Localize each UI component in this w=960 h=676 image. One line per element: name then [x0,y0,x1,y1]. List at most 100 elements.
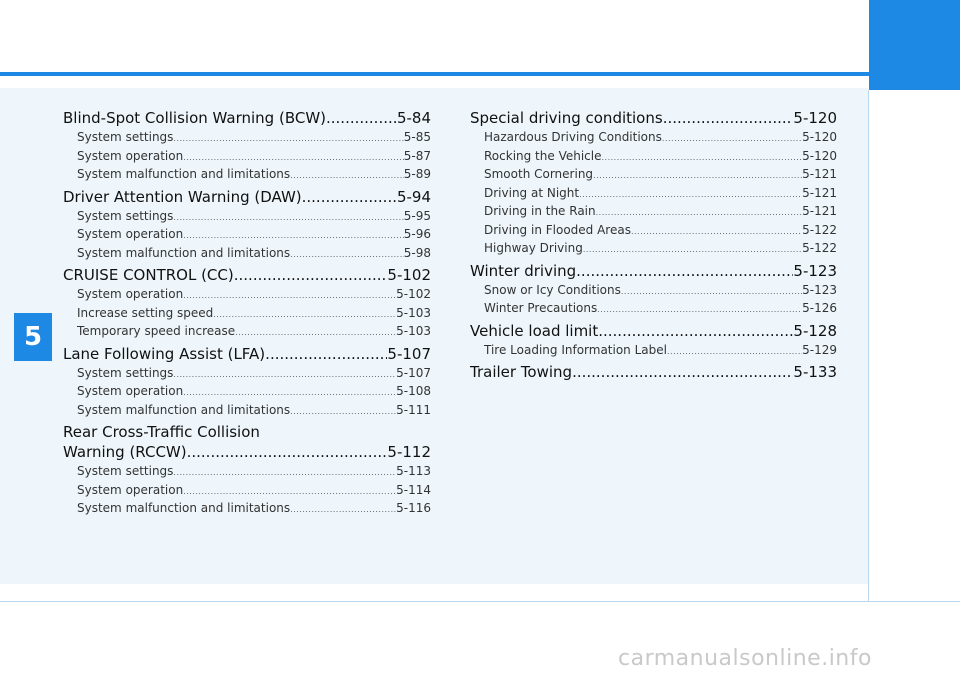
toc-right-column: Special driving conditions5-120Hazardous… [470,108,837,382]
toc-entry[interactable]: System operation 5-87 [63,148,431,167]
dot-leader [593,166,802,185]
entry-page-number: 5-120 [802,130,837,144]
entry-label: System malfunction and limitations [77,402,291,417]
section-title[interactable]: Warning (RCCW) 5-112 [63,442,431,462]
dot-leader [662,129,802,148]
entry-label: Driving in Flooded Areas [484,222,631,237]
toc-entry[interactable]: System operation 5-96 [63,226,431,245]
toc-entry[interactable]: Driving in Flooded Areas 5-122 [470,222,837,241]
dot-leader [183,482,396,501]
entry-label: Smooth Cornering [484,167,594,181]
dot-leader [290,500,396,519]
section-title-label: Winter driving [470,261,577,280]
section-title-label: Lane Following Assist (LFA) [63,344,266,363]
entry-page-number: 5-87 [403,148,431,163]
toc-entry[interactable]: System settings 5-95 [63,208,431,227]
dot-leader [597,300,802,319]
dot-leader [265,344,387,364]
entry-page-number: 5-121 [802,204,837,218]
entry-label: System malfunction and limitations [77,167,291,181]
chapter-number-badge[interactable]: 5 [14,313,52,361]
section-title-label: Trailer Towing [470,363,573,381]
section-items: Tire Loading Information Label 5-129 [470,342,837,361]
toc-entry[interactable]: Smooth Cornering 5-121 [470,166,837,185]
section-page-number: 5-107 [387,344,431,363]
section-page-number: 5-84 [396,109,431,127]
section-title[interactable]: Special driving conditions 5-120 [470,108,837,128]
toc-entry[interactable]: System operation 5-102 [63,286,431,305]
toc-entry[interactable]: Tire Loading Information Label 5-129 [470,342,837,361]
bottom-rule [0,601,960,602]
section-title-label: Warning (RCCW) [63,443,187,461]
entry-page-number: 5-103 [396,324,431,338]
dot-leader [326,108,397,128]
toc-entry[interactable]: System operation 5-114 [63,482,431,501]
toc-section: Vehicle load limit 5-128 Tire Loading Info… [470,321,837,361]
chapter-corner-tab [869,0,960,90]
toc-entry[interactable]: System operation 5-108 [63,383,431,402]
entry-label: System malfunction and limitations [77,501,291,515]
dot-leader [173,463,396,482]
dot-leader [601,148,802,167]
toc-section: Trailer Towing 5-133 [470,362,837,382]
section-page-number: 5-102 [387,266,431,284]
toc-entry[interactable]: System settings 5-113 [63,463,431,482]
toc-entry[interactable]: System malfunction and limitations 5-98 [63,245,431,264]
section-title[interactable]: Trailer Towing 5-133 [470,362,837,382]
entry-label: System malfunction and limitations [77,245,291,260]
dot-leader [667,342,802,361]
entry-label: System operation [77,384,184,398]
entry-label: Snow or Icy Conditions [484,282,621,297]
entry-label: System operation [77,227,184,241]
section-title[interactable]: Lane Following Assist (LFA) 5-107 [63,344,431,364]
section-title[interactable]: CRUISE CONTROL (CC) 5-102 [63,265,431,285]
entry-page-number: 5-107 [396,365,431,380]
toc-section: Driver Attention Warning (DAW) 5-94 System… [63,187,431,264]
toc-entry[interactable]: System malfunction and limitations 5-89 [63,166,431,185]
section-title-line[interactable]: Rear Cross-Traffic Collision [63,423,260,441]
section-title[interactable]: Vehicle load limit 5-128 [470,321,837,341]
section-title-label: Blind-Spot Collision Warning (BCW) [63,109,326,127]
toc-left-column: Blind-Spot Collision Warning (BCW) 5-84 Sy… [63,108,431,521]
dot-leader [631,222,802,241]
section-items: System operation 5-102 Increase setting sp… [63,286,431,342]
section-items: System settings 5-113 System operation 5-11… [63,463,431,519]
dot-leader [173,129,403,148]
entry-page-number: 5-116 [396,501,431,515]
toc-entry[interactable]: Rocking the Vehicle 5-120 [470,148,837,167]
entry-label: System settings [77,130,174,144]
entry-page-number: 5-103 [396,305,431,320]
toc-entry[interactable]: Winter Precautions 5-126 [470,300,837,319]
section-page-number: 5-133 [793,363,837,381]
entry-page-number: 5-108 [396,384,431,398]
entry-page-number: 5-111 [396,402,431,417]
toc-section: Rear Cross-Traffic Collision Warning (RCC… [63,422,431,519]
toc-entry[interactable]: Hazardous Driving Conditions 5-120 [470,129,837,148]
toc-entry[interactable]: Temporary speed increase 5-103 [63,323,431,342]
dot-leader [583,240,802,259]
section-title[interactable]: Driver Attention Warning (DAW) 5-94 [63,187,431,207]
toc-entry[interactable]: System malfunction and limitations 5-111 [63,402,431,421]
toc-entry[interactable]: System malfunction and limitations 5-116 [63,500,431,519]
toc-entry[interactable]: Driving at Night 5-121 [470,185,837,204]
toc-section: Special driving conditions5-120Hazardous… [470,108,837,259]
entry-label: Driving in the Rain [484,204,596,218]
toc-entry[interactable]: Increase setting speed 5-103 [63,305,431,324]
entry-page-number: 5-123 [802,282,837,297]
toc-entry[interactable]: System settings 5-85 [63,129,431,148]
toc-entry[interactable]: Highway Driving 5-122 [470,240,837,259]
entry-page-number: 5-126 [802,301,837,315]
section-page-number: 5-112 [387,443,431,461]
section-page-number: 5-94 [396,187,431,206]
toc-entry[interactable]: Snow or Icy Conditions 5-123 [470,282,837,301]
toc-section: Blind-Spot Collision Warning (BCW) 5-84 Sy… [63,108,431,185]
entry-label: System operation [77,287,184,301]
dot-leader [290,402,396,421]
toc-entry[interactable]: System settings 5-107 [63,365,431,384]
entry-label: Driving at Night [484,185,580,200]
section-items: Hazardous Driving Conditions5-120Rocking… [470,129,837,259]
toc-entry[interactable]: Driving in the Rain 5-121 [470,203,837,222]
section-title[interactable]: Blind-Spot Collision Warning (BCW) 5-84 [63,108,431,128]
section-title[interactable]: Winter driving 5-123 [470,261,837,281]
